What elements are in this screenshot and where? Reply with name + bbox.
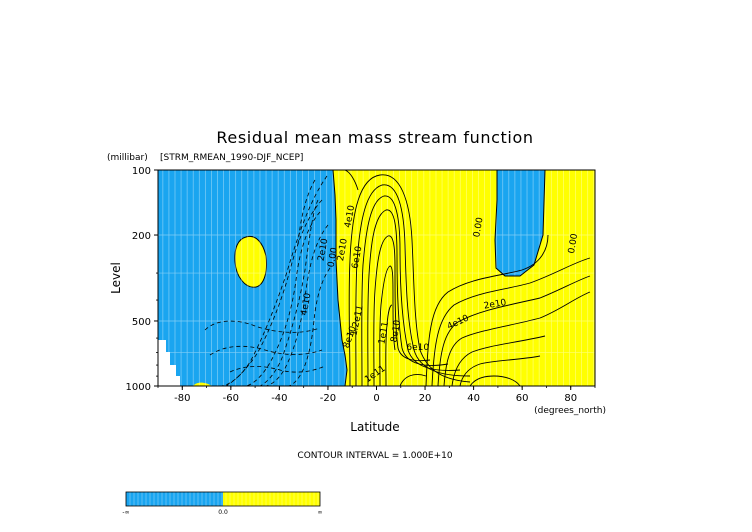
x-tick-label: -60 bbox=[223, 393, 239, 404]
positive-fill-sh-surface bbox=[193, 382, 212, 386]
colorbar-label-min: -∞ bbox=[122, 509, 129, 516]
dataset-subtitle: [STRM_RMEAN_1990-DJF_NCEP] bbox=[160, 153, 303, 163]
contour-label: 6e10 bbox=[351, 245, 365, 269]
contour-label: 4e10 bbox=[343, 204, 357, 228]
contour-label: 4e10 bbox=[300, 292, 314, 316]
y-tick-label: 200 bbox=[132, 231, 151, 242]
contour-label: 0.00 bbox=[327, 246, 340, 268]
y-tick-label: 100 bbox=[132, 166, 151, 177]
colorbar-negative bbox=[126, 492, 223, 506]
colorbar-label-max: ∞ bbox=[318, 509, 323, 516]
x-tick-label: 60 bbox=[516, 393, 529, 404]
y-axis-label: Level bbox=[109, 262, 123, 294]
x-tick-label: -40 bbox=[271, 393, 287, 404]
positive-contours bbox=[344, 170, 591, 386]
positive-fill-region bbox=[333, 170, 595, 386]
colorbar: -∞ 0.0 ∞ bbox=[122, 491, 323, 516]
colorbar-positive bbox=[223, 492, 320, 506]
x-tick-label: 40 bbox=[467, 393, 480, 404]
contour-label: 8e10 bbox=[389, 319, 403, 343]
x-axis: -80 -60 -40 -20 0 20 40 60 80 bbox=[157, 386, 596, 404]
y-axis-units: (millibar) bbox=[107, 153, 148, 163]
x-axis-label: Latitude bbox=[350, 420, 399, 434]
contour-label: 2e10 bbox=[483, 298, 507, 312]
contour-label: 2e10 bbox=[336, 237, 350, 261]
y-tick-label: 1000 bbox=[126, 382, 151, 393]
positive-fill-sh-blob bbox=[234, 235, 267, 288]
y-tick-label: 500 bbox=[132, 317, 151, 328]
x-tick-label: 80 bbox=[564, 393, 577, 404]
negative-contours bbox=[204, 175, 331, 386]
colorbar-label-zero: 0.0 bbox=[218, 509, 228, 516]
x-tick-label: 20 bbox=[419, 393, 432, 404]
x-tick-label: -20 bbox=[320, 393, 336, 404]
x-tick-label: 0 bbox=[373, 393, 379, 404]
x-axis-units: (degrees_north) bbox=[534, 406, 606, 416]
y-axis: 100 200 500 1000 bbox=[126, 166, 158, 393]
contour-label: 0.00 bbox=[472, 216, 485, 238]
missing-data-region bbox=[158, 340, 180, 386]
contour-label: 6e10 bbox=[406, 343, 429, 353]
zero-contours bbox=[332, 170, 546, 386]
contour-label: 0.00 bbox=[567, 233, 580, 255]
contour-label: 1e11 bbox=[377, 321, 391, 345]
contour-label: 2e10 bbox=[317, 237, 331, 261]
contour-interval-note: CONTOUR INTERVAL = 1.000E+10 bbox=[297, 451, 452, 461]
chart-title: Residual mean mass stream function bbox=[216, 128, 533, 147]
x-tick-label: -80 bbox=[174, 393, 190, 404]
negative-fill-nh-tongue bbox=[495, 170, 545, 276]
